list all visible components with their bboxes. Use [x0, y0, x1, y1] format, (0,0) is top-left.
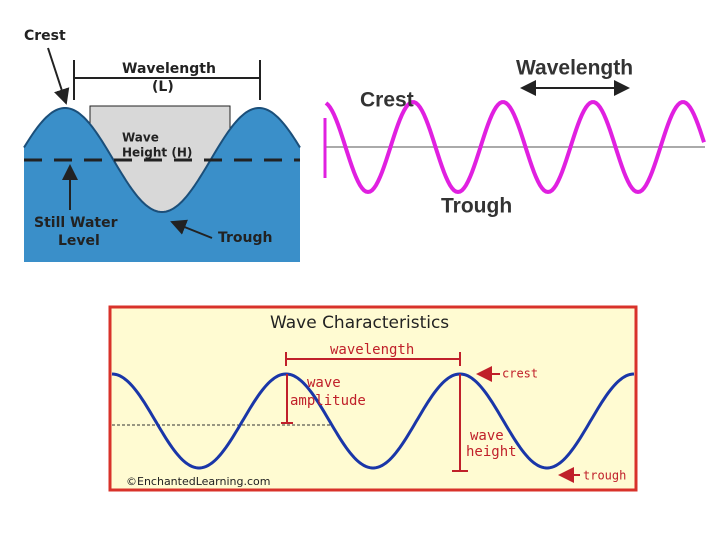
label: trough	[583, 469, 626, 483]
label: crest	[502, 367, 538, 381]
wave	[111, 372, 635, 470]
label: Crest	[360, 89, 414, 112]
label: Wavelength	[122, 61, 216, 77]
label: Level	[58, 233, 100, 249]
water-wave-diagram: Crest Wavelength (L) Wave Height (H) Sti…	[23, 28, 301, 262]
title: Wave Characteristics	[270, 313, 449, 333]
label: amplitude	[290, 393, 366, 409]
credit: ©EnchantedLearning.com	[126, 475, 270, 488]
frame	[108, 305, 638, 492]
annotations	[281, 352, 580, 483]
arrow	[170, 219, 213, 239]
arrow	[47, 47, 70, 105]
pink-wave-diagram: Wavelength Crest Trough	[323, 57, 706, 218]
label: Height (H)	[122, 146, 192, 160]
label: wave	[470, 428, 504, 444]
label: (L)	[152, 79, 174, 95]
wave-characteristics-diagram: Wave Characteristics wavelength wave amp…	[108, 305, 638, 492]
label: wavelength	[330, 342, 414, 358]
label: height	[466, 444, 517, 460]
water-surface	[23, 107, 301, 214]
label: Trough	[218, 230, 273, 246]
wave	[324, 100, 706, 195]
label: Crest	[24, 28, 66, 44]
label: Trough	[441, 195, 512, 218]
label: Still Water	[34, 215, 118, 231]
label: wave	[307, 375, 341, 391]
label: Wavelength	[516, 57, 633, 80]
label: Wave	[122, 131, 159, 145]
